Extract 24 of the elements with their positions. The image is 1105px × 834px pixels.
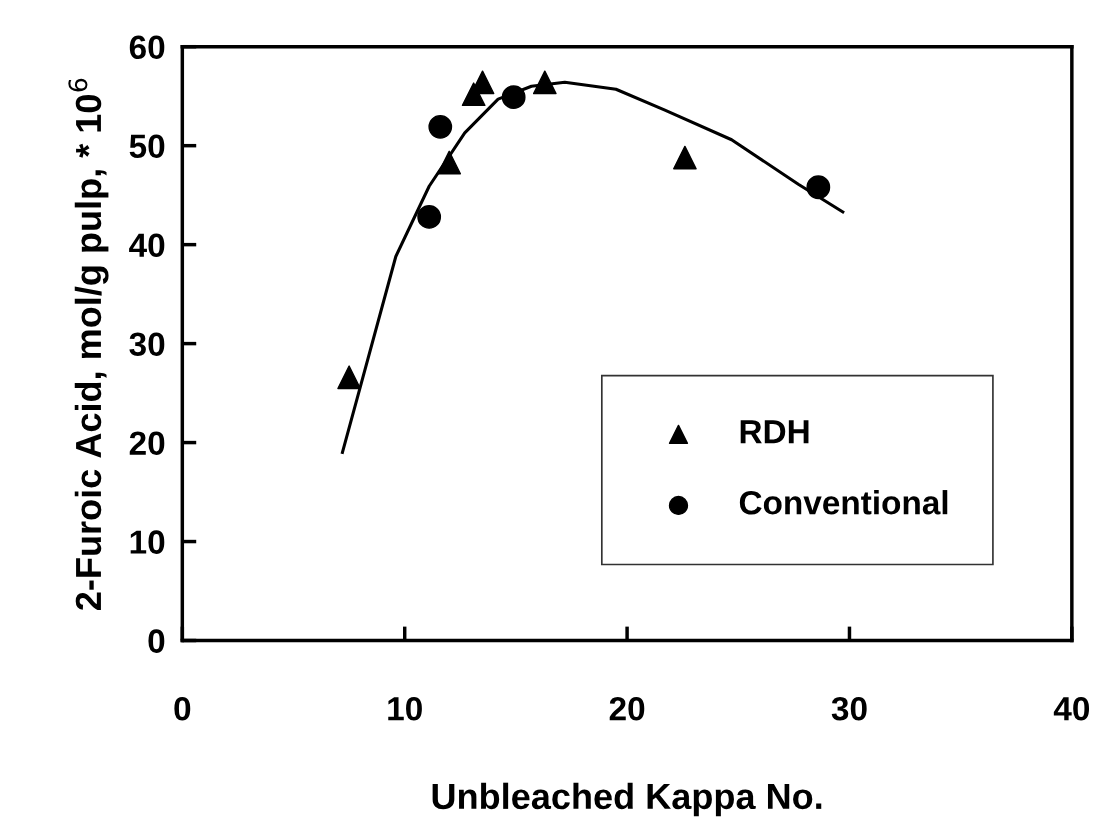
point <box>501 85 526 110</box>
point <box>337 365 362 390</box>
y-tick-label: 20 <box>129 431 165 455</box>
legend-label: Conventional <box>739 490 948 515</box>
x-tick-label: 20 <box>609 696 645 721</box>
y-tick-label: 0 <box>148 629 165 653</box>
legend-label: RDH <box>740 420 809 444</box>
x-axis-title: Unbleached Kappa No. <box>432 782 822 817</box>
point <box>532 70 557 95</box>
y-tick-label: 50 <box>129 134 165 159</box>
x-tick-label: 10 <box>388 696 422 721</box>
y-tick-label: 40 <box>129 233 165 258</box>
y-axis-title: 2-Furoic Acid, mol/g pulp, * 10$^{6}$ <box>68 78 109 610</box>
y-tick-label: 10 <box>130 530 165 554</box>
point <box>417 205 442 229</box>
point <box>806 175 831 200</box>
point <box>437 150 462 175</box>
point <box>428 114 453 139</box>
x-tick-label: 0 <box>174 696 191 721</box>
x-tick-label: 40 <box>1053 696 1090 721</box>
y-tick-label: 60 <box>129 35 165 60</box>
y-tick-label: 30 <box>129 332 165 357</box>
point <box>673 145 697 170</box>
x-tick-label: 30 <box>831 696 867 721</box>
